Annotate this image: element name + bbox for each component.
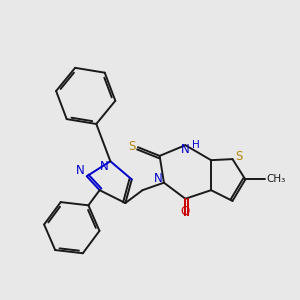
Text: N: N bbox=[181, 143, 190, 156]
Text: O: O bbox=[181, 205, 190, 218]
Text: N: N bbox=[154, 172, 163, 185]
Text: N: N bbox=[76, 164, 85, 177]
Text: CH₃: CH₃ bbox=[267, 175, 286, 184]
Text: N: N bbox=[100, 160, 108, 173]
Text: H: H bbox=[192, 140, 200, 150]
Text: S: S bbox=[236, 151, 243, 164]
Text: S: S bbox=[129, 140, 136, 153]
